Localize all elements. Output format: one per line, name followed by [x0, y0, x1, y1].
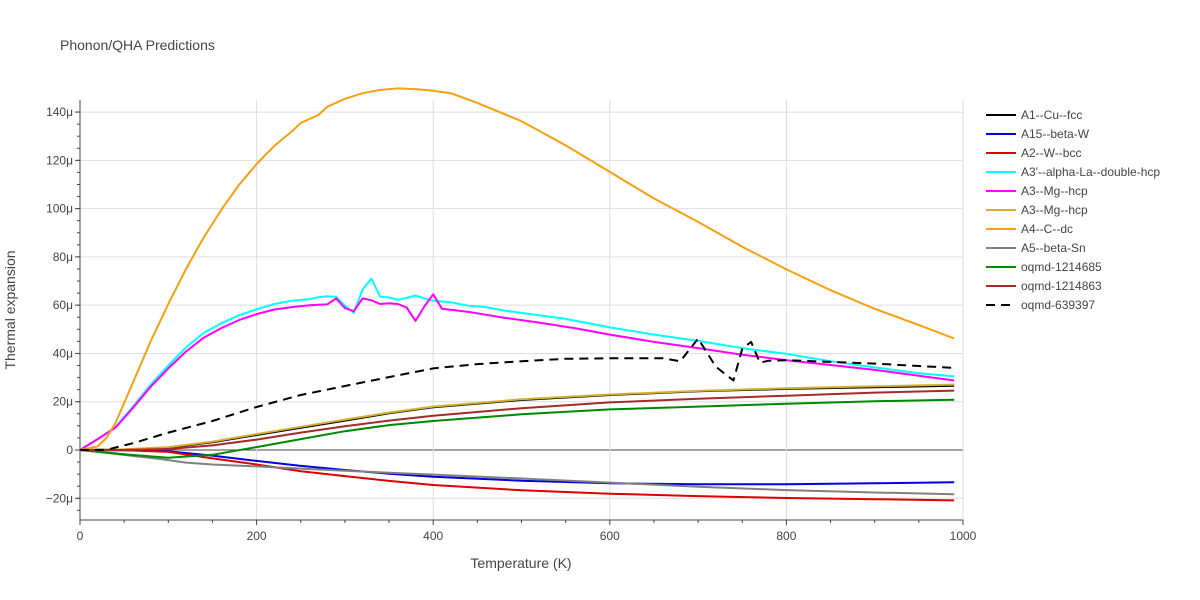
- legend-item-label: A3--Mg--hcp: [1021, 184, 1088, 198]
- legend-item-label: oqmd-1214685: [1021, 260, 1102, 274]
- x-tick-label: 600: [600, 529, 620, 543]
- series-line-5: [79, 383, 955, 451]
- legend-item-label: A2--W--bcc: [1021, 146, 1081, 160]
- x-tick-label: 800: [776, 529, 796, 543]
- chart-title: Phonon/QHA Predictions: [60, 37, 215, 53]
- series-line-8: [79, 398, 955, 459]
- x-tick-label: 400: [423, 529, 443, 543]
- legend: A1--Cu--fcc A15--beta-W A2--W--bcc A3'--alp…: [986, 108, 1160, 312]
- series-line-3: [79, 277, 955, 451]
- x-tick-label: 0: [77, 529, 84, 543]
- y-tick-label: 80μ: [53, 250, 73, 264]
- y-tick-label: 40μ: [53, 346, 73, 360]
- y-tick-label: 20μ: [53, 395, 73, 409]
- series-line-9: [80, 389, 955, 451]
- series-line-6: [79, 87, 955, 451]
- y-axis-title: Thermal expansion: [2, 250, 18, 369]
- grid: [79, 100, 964, 520]
- legend-item-label: A1--Cu--fcc: [1021, 108, 1082, 122]
- legend-item-label: A4--C--dc: [1021, 222, 1073, 236]
- legend-item-label: A5--beta-Sn: [1021, 241, 1086, 255]
- y-tick-label: −20μ: [46, 491, 73, 505]
- legend-item-label: oqmd-639397: [1021, 298, 1095, 312]
- y-tick-labels: −20μ 0 20μ 40μ 60μ 80μ 100μ 120μ 140μ: [46, 105, 80, 511]
- y-tick-label: 100μ: [46, 202, 73, 216]
- x-tick-labels: 0 200 400 600 800 1000: [77, 520, 977, 543]
- series-line-2: [79, 449, 955, 502]
- legend-item-label: A3--Mg--hcp: [1021, 203, 1088, 217]
- plot-area: [79, 87, 955, 502]
- legend-item-label: oqmd-1214863: [1021, 279, 1102, 293]
- series-line-7: [79, 449, 955, 496]
- series-line-1: [79, 449, 955, 486]
- x-tick-label: 1000: [950, 529, 977, 543]
- series-line-4: [79, 293, 955, 451]
- y-tick-label: 0: [66, 443, 73, 457]
- x-tick-label: 200: [247, 529, 267, 543]
- series-line-10: [79, 337, 955, 451]
- x-axis-title: Temperature (K): [470, 555, 571, 571]
- y-tick-label: 140μ: [46, 105, 73, 119]
- axes: [79, 100, 963, 521]
- series-line-0: [79, 384, 955, 451]
- y-tick-label: 60μ: [53, 298, 73, 312]
- legend-item-label: A3'--alpha-La--double-hcp: [1021, 165, 1160, 179]
- legend-item-label: A15--beta-W: [1021, 127, 1090, 141]
- y-tick-label: 120μ: [46, 153, 73, 167]
